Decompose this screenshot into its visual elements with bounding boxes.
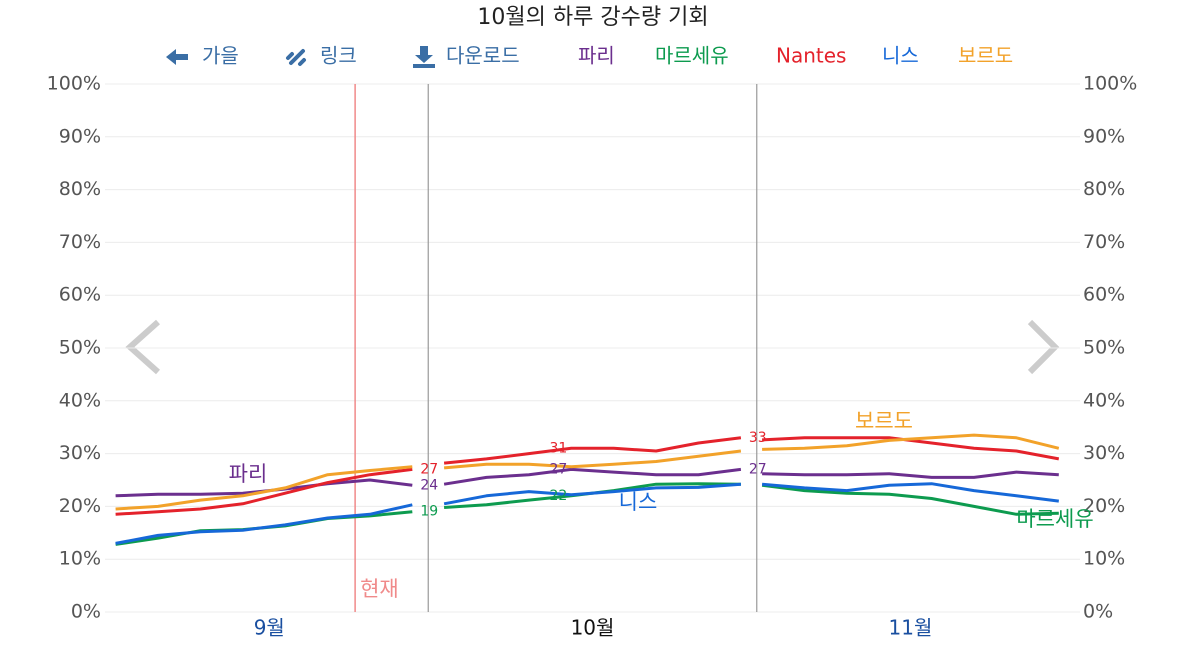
y-tick-label-right: 50% xyxy=(1083,337,1125,359)
point-label: 22 xyxy=(549,488,567,504)
y-tick-label-right: 0% xyxy=(1083,601,1113,623)
point-label: 19 xyxy=(420,504,438,520)
y-tick-label: 80% xyxy=(59,178,101,200)
series-label: 니스 xyxy=(619,490,658,514)
legend-entry[interactable]: Nantes xyxy=(776,44,846,68)
chart-title: 10월의 하루 강수량 기회 xyxy=(477,5,708,30)
x-tick-label[interactable]: 11월 xyxy=(889,616,933,640)
point-label: 27 xyxy=(749,461,767,477)
series-line xyxy=(115,482,1059,545)
y-tick-label: 50% xyxy=(59,337,101,359)
now-label: 현재 xyxy=(360,577,399,601)
y-tick-label: 70% xyxy=(59,231,101,253)
y-tick-label-right: 90% xyxy=(1083,125,1125,147)
prev-arrow[interactable] xyxy=(125,319,160,375)
y-tick-label: 40% xyxy=(59,389,101,411)
y-tick-label-right: 20% xyxy=(1083,495,1125,517)
y-tick-label: 90% xyxy=(59,125,101,147)
y-tick-label: 10% xyxy=(59,548,101,570)
y-tick-label-right: 10% xyxy=(1083,548,1125,570)
link-icon xyxy=(286,49,306,66)
legend-entry[interactable]: 보르도 xyxy=(958,44,1013,68)
toolbar-download[interactable]: 다운로드 xyxy=(413,44,520,69)
y-tick-label-right: 80% xyxy=(1083,178,1125,200)
legend-entry[interactable]: 파리 xyxy=(578,44,615,68)
y-tick-label-right: 60% xyxy=(1083,284,1125,306)
series-label: 파리 xyxy=(229,462,268,486)
y-tick-label-right: 30% xyxy=(1083,442,1125,464)
y-tick-label: 30% xyxy=(59,442,101,464)
back-icon xyxy=(166,49,188,65)
y-tick-label: 20% xyxy=(59,495,101,517)
download-button[interactable]: 다운로드 xyxy=(446,44,520,68)
next-arrow[interactable] xyxy=(1027,319,1060,375)
toolbar-link[interactable]: 링크 xyxy=(286,44,357,68)
series-label: 마르세유 xyxy=(1016,507,1093,531)
y-tick-label-right: 100% xyxy=(1083,73,1137,95)
point-label: 27 xyxy=(420,461,438,477)
toolbar-back[interactable]: 가을 xyxy=(166,44,239,68)
x-tick-label: 10월 xyxy=(571,616,615,640)
x-tick-label[interactable]: 9월 xyxy=(254,616,285,640)
point-label: 31 xyxy=(549,440,567,456)
point-label: 24 xyxy=(420,477,438,493)
download-icon xyxy=(413,46,435,68)
y-tick-label-right: 70% xyxy=(1083,231,1125,253)
series-label: 보르도 xyxy=(855,409,913,433)
y-tick-label: 60% xyxy=(59,284,101,306)
y-tick-label: 0% xyxy=(71,601,101,623)
y-tick-label-right: 40% xyxy=(1083,389,1125,411)
point-label: 33 xyxy=(749,430,767,446)
y-tick-label: 100% xyxy=(47,73,101,95)
legend-entry[interactable]: 니스 xyxy=(882,44,919,68)
back-button[interactable]: 가을 xyxy=(202,44,239,68)
point-label: 27 xyxy=(549,461,567,477)
link-button[interactable]: 링크 xyxy=(320,44,357,68)
series-line xyxy=(115,433,1060,511)
legend-entry[interactable]: 마르세유 xyxy=(655,44,729,68)
